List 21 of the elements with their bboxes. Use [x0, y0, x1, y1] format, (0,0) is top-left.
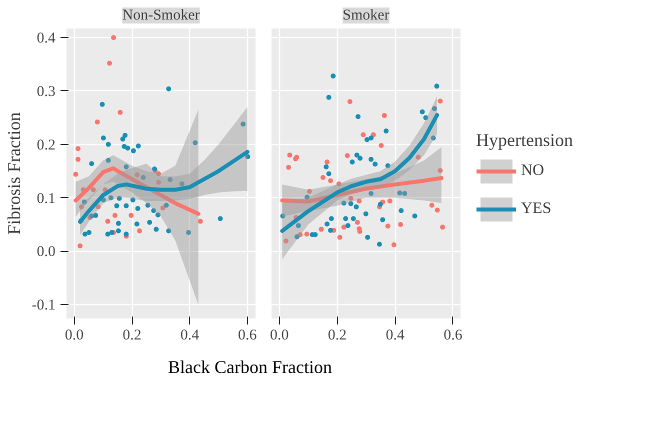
y-axis-title: Fibrosis Fraction: [4, 112, 24, 235]
legend-label: NO: [521, 162, 544, 180]
x-tick-label: 0.2: [122, 328, 142, 344]
y-tick-label: 0.4: [36, 30, 56, 47]
x-tick-label: 0.4: [180, 328, 200, 344]
y-tick-label: 0.2: [36, 137, 56, 154]
x-axis-title: Black Carbon Fraction: [168, 356, 332, 379]
y-tick-label: 0.0: [36, 244, 56, 260]
y-tick-label: -0.1: [32, 298, 56, 314]
x-tick-label: 0.6: [238, 328, 258, 344]
x-tick-label: 0.2: [328, 328, 347, 344]
x-tick-label: 0.0: [270, 328, 289, 344]
x-tick-label: 0.4: [386, 328, 405, 344]
chart-title: Non-Smoker: [122, 8, 200, 24]
legend-label: YES: [521, 200, 552, 218]
x-tick-label: 0.6: [444, 328, 463, 344]
chart-title: Smoker: [342, 8, 390, 24]
y-tick-label: 0.3: [36, 84, 56, 100]
legend-title: Hypertension: [476, 130, 573, 151]
y-tick-label: 0.1: [36, 190, 56, 207]
x-tick-label: 0.0: [64, 328, 84, 344]
